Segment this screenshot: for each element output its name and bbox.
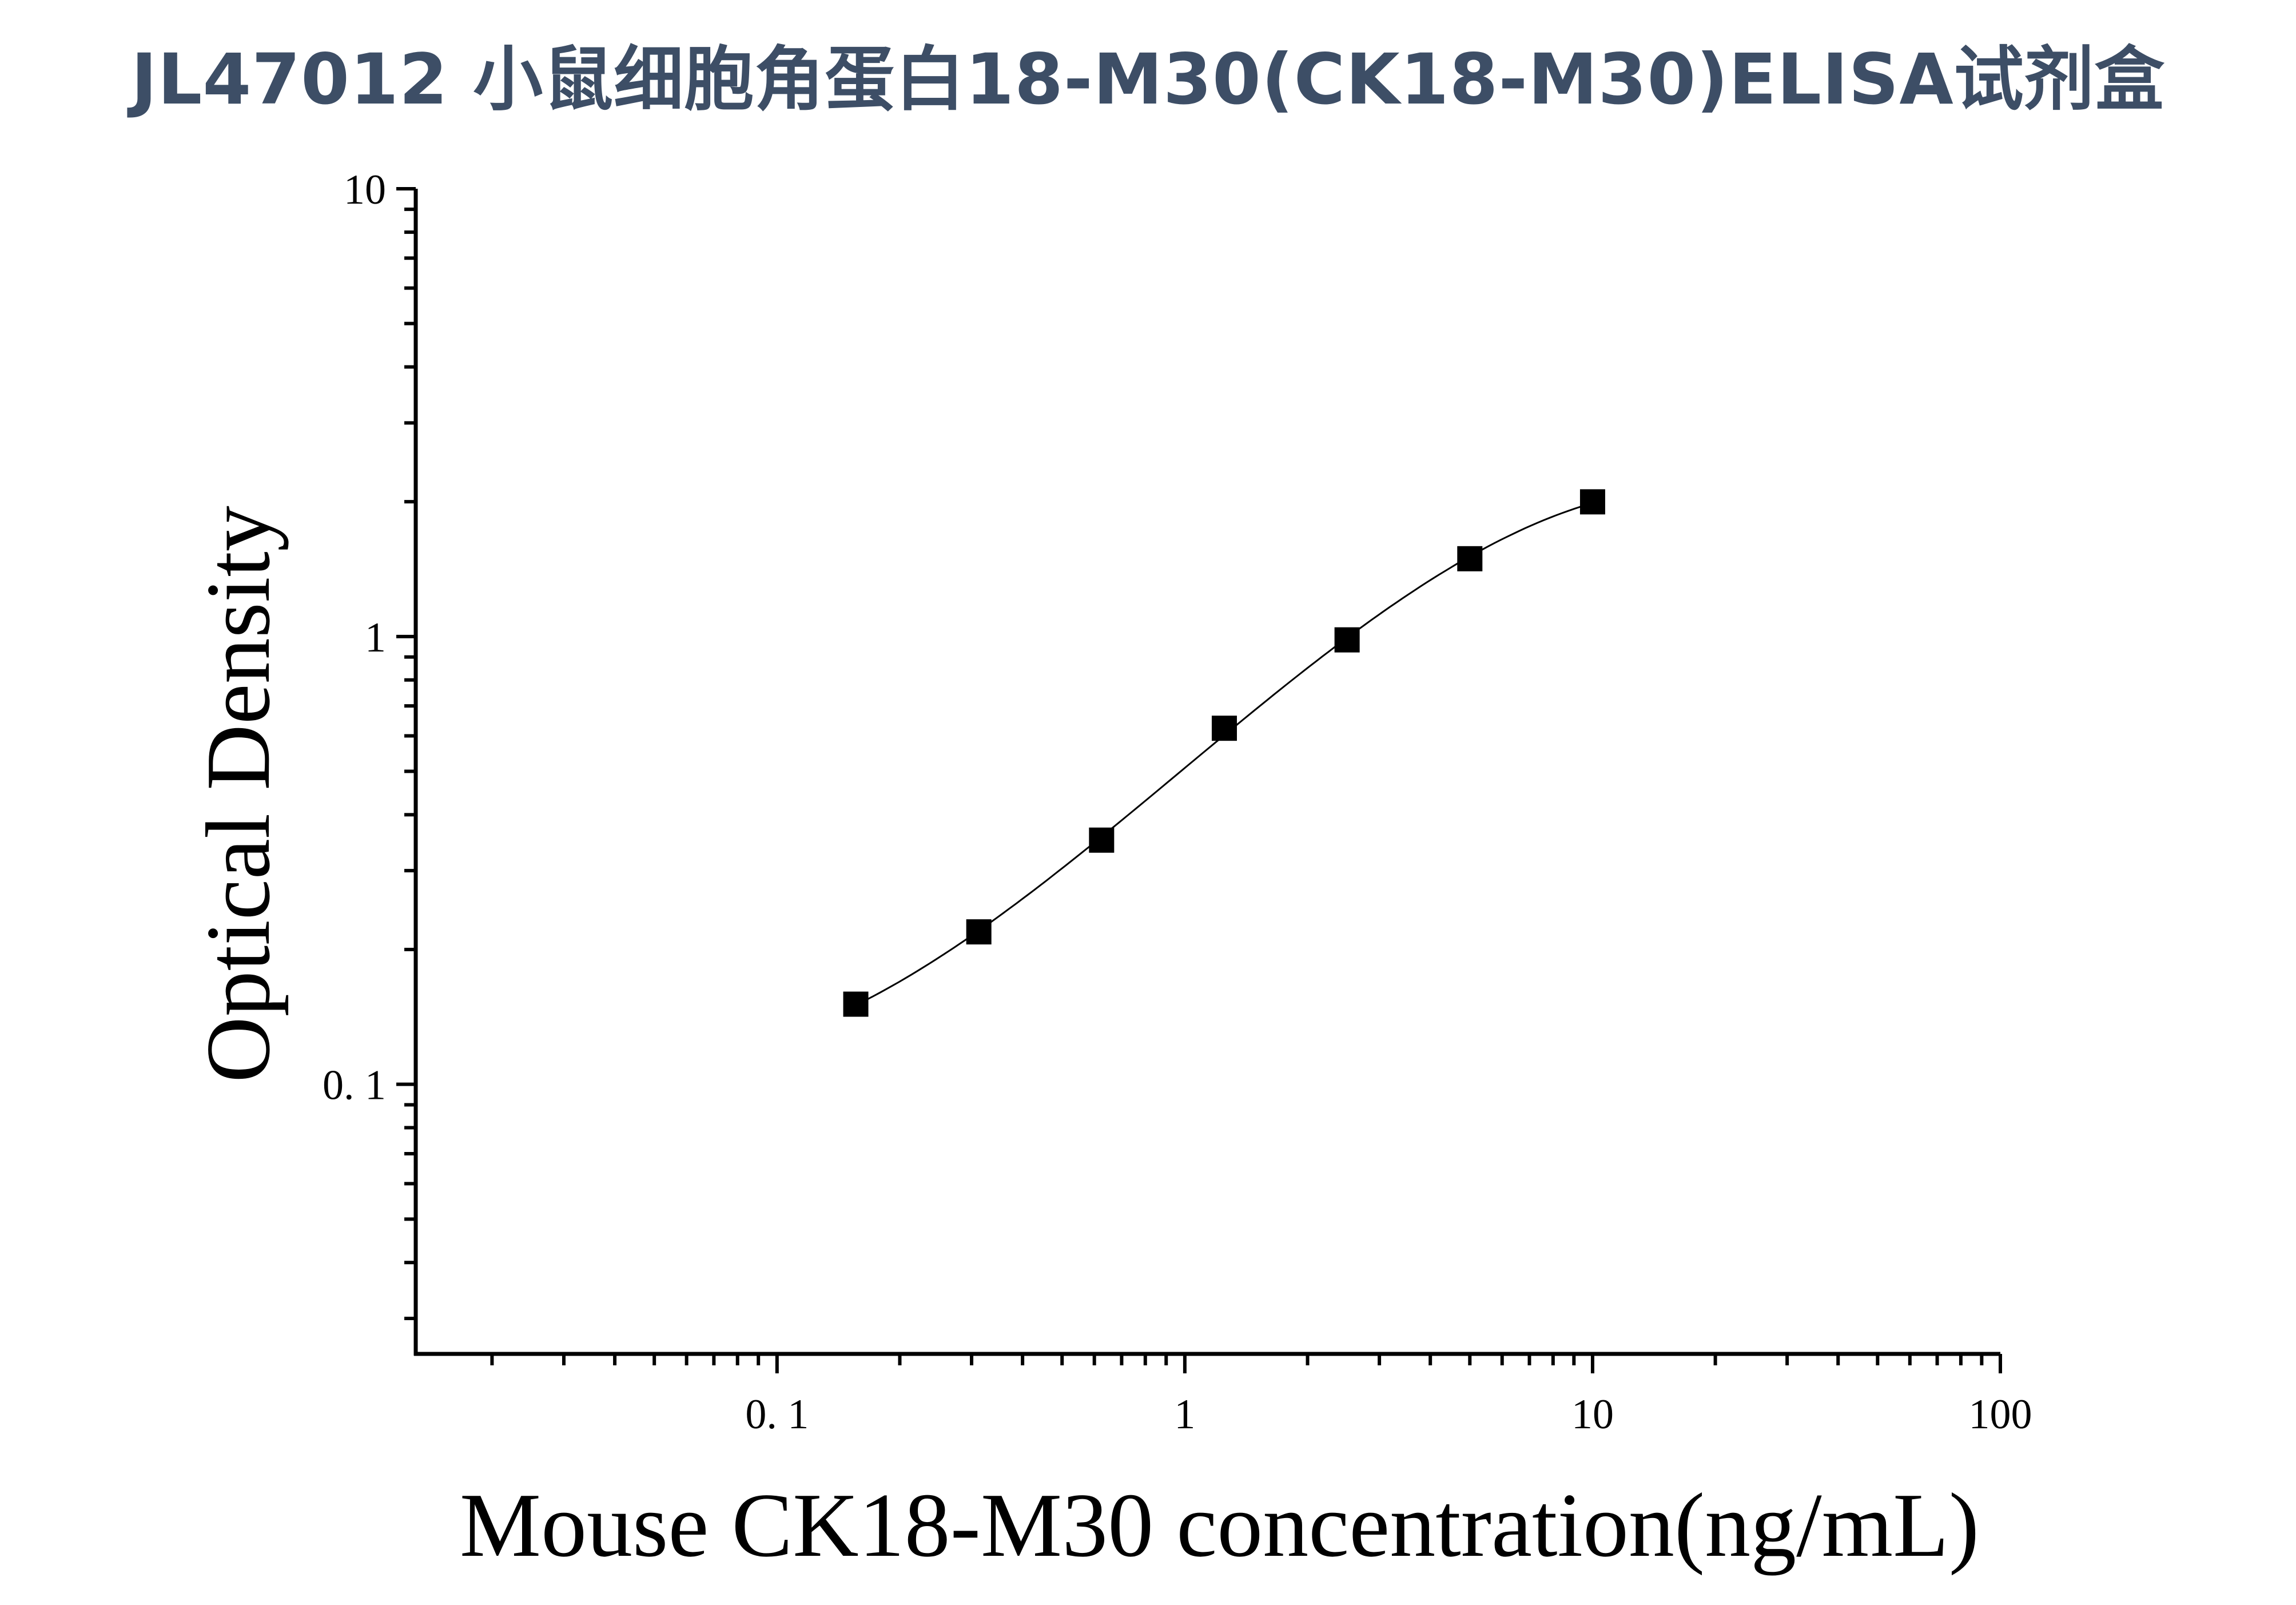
y-axis-title: Optical Density xyxy=(187,506,289,1083)
data-point xyxy=(1211,716,1237,741)
x-tick-label: 10 xyxy=(1571,1391,1614,1438)
y-axis-ticks xyxy=(396,187,416,1321)
data-point xyxy=(843,991,869,1017)
page-title: JL47012 小鼠细胞角蛋白18-M30(CK18-M30)ELISA试剂盒 xyxy=(131,39,2165,120)
y-tick-label: 1 xyxy=(365,614,386,661)
x-axis-ticks xyxy=(490,1354,2002,1373)
y-axis-tick-labels: 0. 1 1 10 xyxy=(323,166,386,1109)
data-point xyxy=(1089,827,1115,853)
data-points xyxy=(843,489,1605,1017)
chart-axes xyxy=(413,189,2000,1356)
x-tick-label: 0. 1 xyxy=(745,1391,809,1438)
data-point xyxy=(1334,627,1360,653)
x-tick-label: 100 xyxy=(1969,1391,2032,1438)
data-point xyxy=(966,919,992,945)
data-point xyxy=(1457,546,1483,571)
x-axis-title: Mouse CK18-M30 concentration(ng/mL) xyxy=(460,1474,1979,1576)
y-tick-label: 0. 1 xyxy=(323,1062,386,1109)
x-tick-label: 1 xyxy=(1174,1391,1195,1438)
data-point xyxy=(1579,489,1605,515)
x-axis-tick-labels: 0. 1 1 10 100 xyxy=(745,1391,2032,1438)
y-tick-label: 10 xyxy=(344,166,386,213)
